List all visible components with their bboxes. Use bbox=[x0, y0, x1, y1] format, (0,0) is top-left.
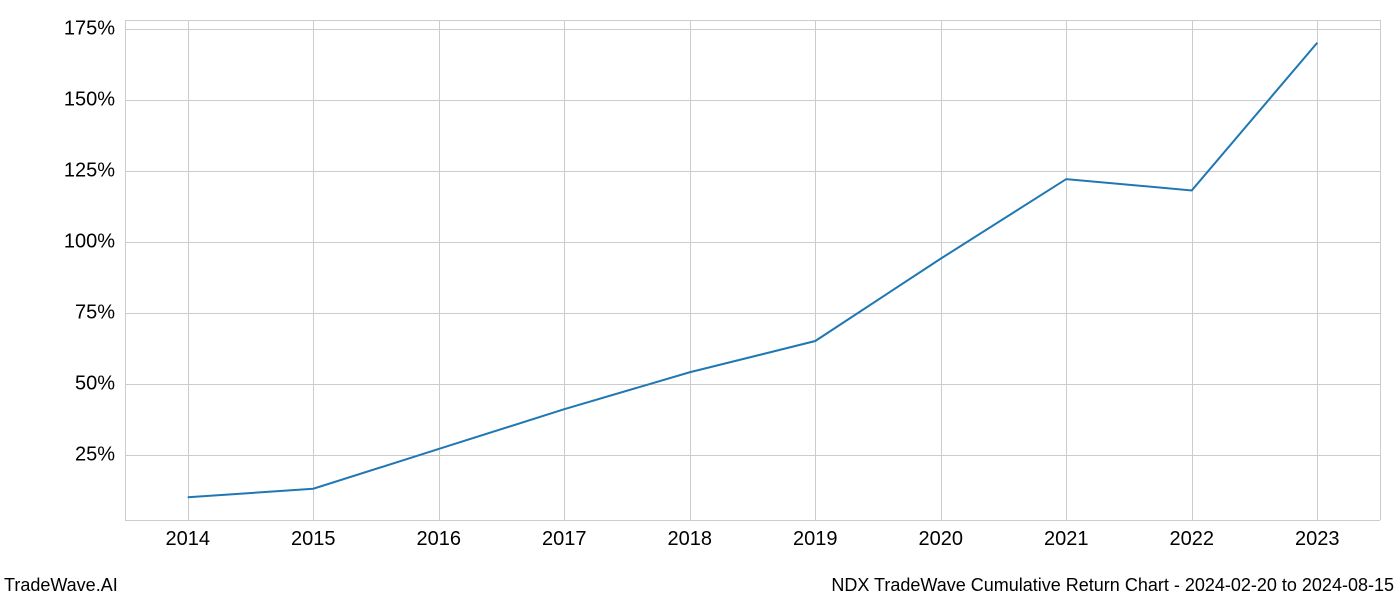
axis-spine-top bbox=[125, 20, 1380, 21]
x-tick-label: 2020 bbox=[919, 528, 964, 551]
x-tick-label: 2019 bbox=[793, 528, 838, 551]
x-tick-label: 2017 bbox=[542, 528, 587, 551]
x-tick-label: 2014 bbox=[166, 528, 211, 551]
chart-container: TradeWave.AI NDX TradeWave Cumulative Re… bbox=[0, 0, 1400, 600]
line-layer bbox=[0, 0, 1400, 600]
x-tick-label: 2016 bbox=[417, 528, 462, 551]
footer-right-text: NDX TradeWave Cumulative Return Chart - … bbox=[831, 575, 1394, 596]
y-tick-label: 175% bbox=[64, 17, 115, 40]
x-tick-label: 2022 bbox=[1170, 528, 1215, 551]
axis-spine-bottom bbox=[125, 520, 1380, 521]
footer-left-text: TradeWave.AI bbox=[4, 575, 118, 596]
x-tick-label: 2015 bbox=[291, 528, 336, 551]
x-tick-label: 2018 bbox=[668, 528, 713, 551]
y-tick-label: 150% bbox=[64, 88, 115, 111]
x-tick-label: 2023 bbox=[1295, 528, 1340, 551]
series-line bbox=[188, 43, 1318, 498]
y-tick-label: 75% bbox=[75, 301, 115, 324]
x-tick-label: 2021 bbox=[1044, 528, 1089, 551]
axis-spine-right bbox=[1380, 20, 1381, 520]
y-tick-label: 25% bbox=[75, 443, 115, 466]
axis-spine-left bbox=[125, 20, 126, 520]
y-tick-label: 100% bbox=[64, 230, 115, 253]
y-tick-label: 50% bbox=[75, 372, 115, 395]
y-tick-label: 125% bbox=[64, 159, 115, 182]
